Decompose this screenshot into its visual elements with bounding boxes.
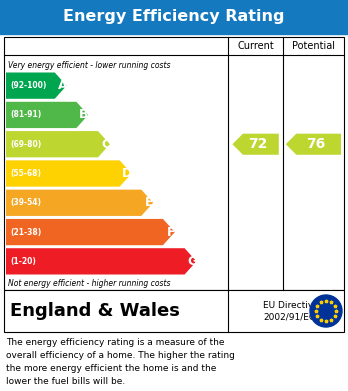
Polygon shape [6,131,110,157]
Text: The energy efficiency rating is a measure of the
overall efficiency of a home. T: The energy efficiency rating is a measur… [6,338,235,386]
Text: (81-91): (81-91) [10,110,41,119]
Polygon shape [6,219,175,245]
Text: (21-38): (21-38) [10,228,41,237]
Bar [4,37,344,290]
Text: (69-80): (69-80) [10,140,41,149]
Polygon shape [6,72,66,99]
Text: (39-54): (39-54) [10,198,41,207]
Polygon shape [6,102,88,128]
Text: England & Wales: England & Wales [10,302,180,320]
Text: G: G [187,255,197,268]
Polygon shape [286,134,341,155]
Text: F: F [166,226,175,239]
Text: Current: Current [237,41,274,51]
Polygon shape [232,134,279,155]
Polygon shape [6,160,132,187]
Text: A: A [58,79,67,92]
Text: (55-68): (55-68) [10,169,41,178]
Text: C: C [101,138,110,151]
Text: B: B [79,108,89,122]
Text: D: D [122,167,133,180]
Bar [4,290,344,332]
Text: 72: 72 [248,137,268,151]
Text: (1-20): (1-20) [10,257,36,266]
Text: Energy Efficiency Rating: Energy Efficiency Rating [63,9,285,25]
Text: 76: 76 [306,137,326,151]
Polygon shape [6,190,153,216]
Text: Potential: Potential [292,41,335,51]
Text: (92-100): (92-100) [10,81,46,90]
Text: Very energy efficient - lower running costs: Very energy efficient - lower running co… [8,61,171,70]
Bar [0,0,348,34]
Polygon shape [6,248,196,274]
Text: EU Directive
2002/91/EC: EU Directive 2002/91/EC [263,301,319,321]
Text: Not energy efficient - higher running costs: Not energy efficient - higher running co… [8,278,171,287]
Circle shape [310,295,342,327]
Text: E: E [145,196,153,209]
